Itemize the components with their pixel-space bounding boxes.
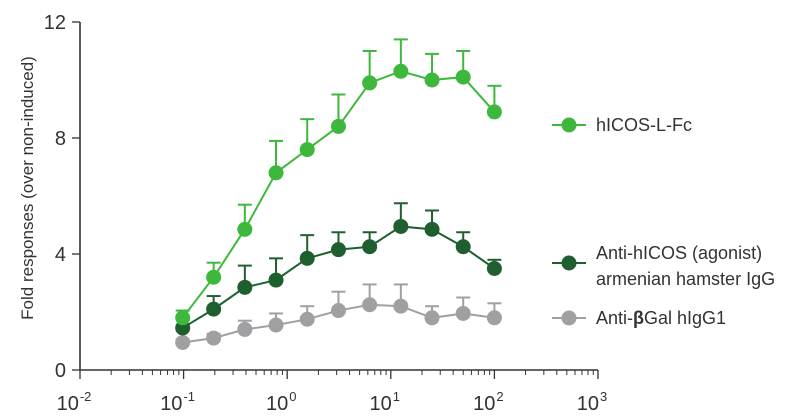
legend-label: hICOS-L-Fc [596,115,692,135]
y-tick-label: 4 [55,244,66,266]
series-layer [175,38,502,350]
series-1 [175,202,502,336]
data-point [486,261,502,276]
data-point [206,269,222,285]
data-point [424,310,440,326]
data-point [362,239,378,255]
data-point [455,239,471,255]
y-tick-label: 8 [55,128,66,150]
data-point [268,165,284,181]
legend-marker [561,255,577,271]
data-point [330,242,346,258]
data-point [424,72,440,88]
x-tick-label: 10-1 [160,389,195,415]
data-point [268,317,284,333]
data-point [455,69,471,85]
x-tick-label: 103 [577,389,607,415]
data-point [486,104,502,120]
data-point [299,311,315,327]
y-tick-label: 0 [55,360,66,382]
series-0 [175,38,502,326]
data-point [299,250,315,266]
data-point [393,298,409,314]
axes: 0 4 8 12 10-2 10-1 100 101 102 103 [44,12,607,415]
data-point [268,272,284,288]
data-point [330,303,346,319]
legend-label: Anti-hICOS (agonist) armenian hamster IgG [596,243,775,289]
legend: hICOS-L-Fc Anti-hICOS (agonist) armenian h… [552,115,775,328]
x-tick-label: 101 [370,389,400,415]
data-point [206,330,222,346]
x-tick-label: 100 [266,389,296,415]
data-point [237,279,253,295]
data-point [393,63,409,79]
legend-marker [561,310,577,326]
data-point [237,321,253,337]
data-point [455,305,471,321]
data-point [393,218,409,234]
data-point [299,142,315,158]
data-point [175,334,191,350]
x-tick-label: 102 [473,389,503,415]
data-point [486,310,502,326]
y-tick-label: 12 [44,12,66,34]
legend-label: Anti-βGal hIgG1 [596,308,726,328]
data-point [424,221,440,237]
data-point [362,75,378,91]
data-point [237,221,253,237]
data-point [330,118,346,134]
data-point [175,310,191,326]
data-point [362,297,378,313]
y-axis-label: Fold responses (over non-induced) [18,56,37,320]
legend-marker [561,117,577,133]
data-point [206,301,222,317]
series-2 [175,283,502,350]
x-tick-label: 10-2 [57,389,92,415]
